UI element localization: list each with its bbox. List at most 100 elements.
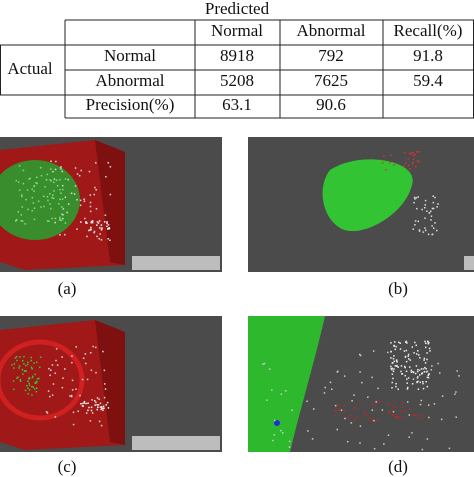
- point: [426, 438, 429, 440]
- point: [416, 160, 419, 162]
- point: [35, 361, 38, 364]
- point: [85, 222, 87, 224]
- point: [390, 350, 392, 353]
- point: [102, 405, 105, 408]
- point: [99, 402, 102, 405]
- point: [99, 406, 102, 408]
- point: [349, 414, 351, 417]
- point: [448, 447, 451, 450]
- table-cell: 59.4: [413, 71, 443, 90]
- point: [359, 442, 361, 444]
- point: [77, 410, 80, 413]
- column-header: Recall(%): [394, 21, 463, 40]
- point: [424, 362, 427, 364]
- point: [419, 403, 422, 406]
- point: [24, 370, 26, 372]
- point: [437, 362, 439, 365]
- point: [25, 198, 27, 201]
- point: [86, 378, 89, 381]
- point: [397, 366, 399, 368]
- point: [405, 340, 408, 343]
- point: [418, 369, 421, 371]
- point: [288, 440, 291, 443]
- point: [353, 407, 356, 409]
- point: [22, 182, 25, 185]
- point: [49, 168, 52, 170]
- point: [291, 409, 293, 411]
- point: [392, 377, 394, 380]
- point: [59, 167, 62, 169]
- point: [412, 152, 414, 154]
- point: [47, 390, 50, 392]
- point: [70, 192, 73, 195]
- point: [32, 202, 35, 204]
- point: [29, 177, 31, 180]
- point: [101, 407, 103, 410]
- point: [52, 170, 54, 173]
- point: [62, 213, 64, 216]
- point: [390, 367, 393, 370]
- point: [412, 228, 415, 230]
- point: [350, 422, 353, 424]
- point: [266, 399, 268, 401]
- point: [418, 374, 421, 376]
- point: [427, 233, 430, 236]
- point: [46, 412, 49, 414]
- point: [100, 224, 103, 226]
- point: [376, 402, 378, 404]
- point: [64, 222, 67, 224]
- point: [109, 166, 112, 168]
- point: [399, 348, 402, 350]
- point: [424, 204, 427, 206]
- point: [96, 221, 99, 223]
- point: [391, 414, 394, 416]
- point: [34, 373, 36, 376]
- point: [335, 414, 337, 417]
- point: [83, 198, 85, 200]
- point: [100, 408, 102, 411]
- point: [414, 153, 416, 156]
- point: [109, 239, 111, 242]
- point: [45, 411, 48, 413]
- point: [27, 393, 29, 395]
- row-label: Normal: [104, 46, 156, 65]
- point: [430, 215, 433, 217]
- point: [81, 378, 84, 381]
- point: [383, 443, 385, 445]
- point: [18, 189, 21, 191]
- point: [95, 188, 97, 191]
- point: [103, 221, 106, 223]
- point: [353, 394, 355, 396]
- point: [427, 374, 430, 377]
- point: [60, 168, 62, 170]
- point: [458, 375, 460, 377]
- point: [307, 430, 309, 432]
- point: [390, 154, 392, 156]
- point: [414, 165, 417, 168]
- point: [437, 203, 439, 205]
- point: [30, 359, 33, 362]
- point: [47, 199, 49, 202]
- point: [381, 162, 384, 164]
- point: [263, 362, 266, 365]
- point: [417, 368, 419, 371]
- point: [312, 408, 315, 410]
- point: [456, 370, 458, 372]
- point: [408, 153, 411, 155]
- point: [85, 221, 87, 223]
- point: [363, 413, 366, 416]
- point: [396, 361, 398, 363]
- point: [404, 374, 407, 377]
- point: [367, 396, 369, 398]
- point: [334, 404, 337, 407]
- point: [45, 178, 48, 181]
- point: [416, 207, 418, 210]
- point: [34, 382, 36, 384]
- point: [73, 193, 76, 195]
- point: [347, 417, 350, 419]
- point: [89, 210, 92, 213]
- point: [418, 151, 420, 153]
- point: [87, 229, 90, 232]
- point: [391, 362, 394, 364]
- point: [423, 357, 426, 360]
